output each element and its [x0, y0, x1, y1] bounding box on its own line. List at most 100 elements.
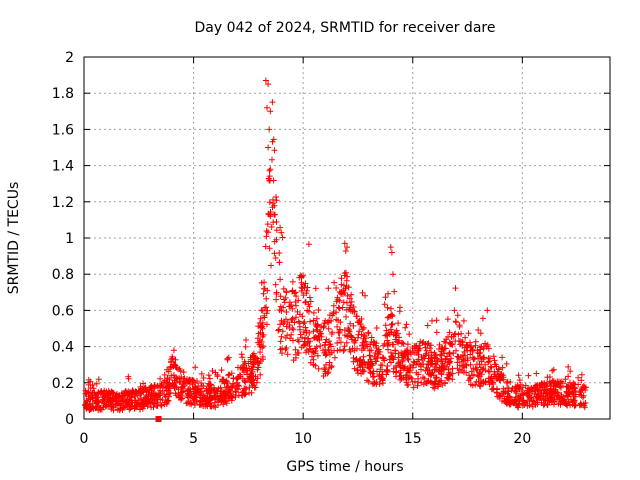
data-point [290, 337, 296, 344]
data-point [434, 357, 441, 364]
data-point [443, 356, 449, 363]
data-point [385, 290, 391, 297]
data-point [486, 381, 493, 388]
axis-ticks: 00.20.40.60.811.21.41.61.820 5 10 15 20 [52, 50, 610, 447]
data-point [388, 353, 395, 360]
data-point [575, 381, 582, 388]
data-point [305, 308, 312, 315]
data-point [340, 299, 347, 306]
data-point [567, 379, 573, 386]
data-point [310, 309, 317, 316]
data-point [479, 315, 486, 322]
data-point [328, 364, 335, 371]
y-tick-label: 0.2 [52, 376, 74, 392]
data-point [127, 397, 134, 404]
data-point [465, 330, 472, 337]
data-point [355, 331, 362, 338]
data-point [356, 319, 363, 326]
data-point [448, 341, 455, 348]
data-point [200, 375, 207, 381]
data-point [575, 374, 582, 381]
data-point [167, 364, 174, 371]
data-point [484, 307, 491, 314]
data-point [292, 299, 299, 305]
data-point [541, 401, 548, 408]
data-point [173, 364, 180, 371]
data-point [326, 351, 333, 358]
data-point [326, 338, 332, 345]
data-point [217, 393, 224, 400]
data-point [482, 361, 489, 368]
data-point [281, 299, 288, 306]
data-point [198, 370, 205, 377]
data-point [512, 383, 519, 390]
data-point [239, 389, 246, 396]
data-point [358, 347, 365, 354]
data-point [168, 372, 175, 379]
data-point [357, 357, 364, 364]
data-point [379, 354, 386, 361]
data-point [519, 384, 526, 391]
data-point [212, 369, 219, 376]
data-point [395, 320, 402, 327]
x-tick-label: 20 [513, 431, 531, 447]
data-point [223, 378, 230, 385]
data-point [267, 213, 274, 220]
data-point [114, 398, 121, 405]
data-point [206, 394, 213, 401]
data-point [388, 329, 395, 336]
data-point [578, 371, 585, 378]
data-point [565, 398, 572, 405]
data-point [110, 396, 117, 403]
data-point [262, 77, 269, 84]
data-point [244, 367, 251, 374]
data-point [270, 196, 276, 203]
data-point [310, 356, 317, 363]
data-point [269, 204, 276, 211]
data-point [476, 382, 483, 389]
data-point [529, 403, 536, 410]
data-point [545, 387, 552, 394]
data-point [423, 347, 430, 354]
data-point [165, 381, 172, 387]
data-point [429, 317, 435, 324]
data-point [333, 298, 340, 305]
data-point [238, 392, 245, 399]
data-point [254, 375, 261, 382]
data-point [177, 394, 184, 401]
data-point [582, 387, 589, 393]
data-point [321, 366, 328, 373]
data-point [503, 360, 510, 367]
data-point [177, 378, 184, 385]
data-point [156, 392, 163, 399]
data-point [552, 390, 559, 397]
data-point [343, 313, 349, 320]
data-point [108, 388, 115, 395]
y-tick-label: 0.6 [52, 303, 74, 319]
data-point [392, 369, 399, 376]
data-point [423, 364, 430, 371]
data-point [326, 359, 333, 366]
data-point [200, 403, 207, 409]
data-point [149, 399, 156, 406]
data-point [365, 329, 372, 336]
data-point [322, 342, 328, 349]
data-point [276, 259, 283, 266]
data-point [566, 389, 573, 396]
data-point [119, 398, 126, 405]
x-axis-label: GPS time / hours [286, 459, 403, 475]
data-point [303, 329, 310, 336]
data-point [386, 356, 393, 363]
data-point [342, 248, 349, 254]
data-point [441, 366, 448, 373]
data-point [515, 400, 522, 407]
data-point [416, 342, 423, 349]
data-point [336, 305, 343, 312]
data-point [140, 397, 147, 404]
data-point [211, 387, 218, 394]
data-point [263, 304, 270, 311]
grid-lines [84, 57, 610, 419]
data-point [345, 325, 352, 332]
data-point [275, 327, 282, 334]
data-point [328, 331, 335, 337]
